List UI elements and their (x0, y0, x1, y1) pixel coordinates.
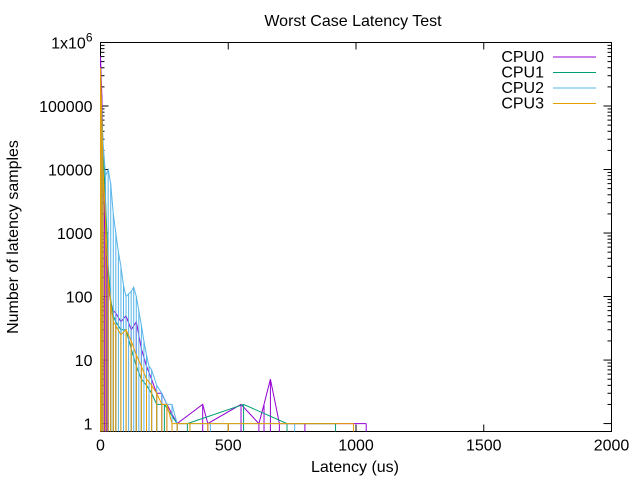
x-axis-label: Latency (us) (311, 459, 399, 476)
y-axis-label: Number of latency samples (5, 140, 22, 334)
y-tick-label: 1 (84, 417, 93, 434)
legend-label: CPU0 (501, 49, 544, 66)
series-line (100, 67, 354, 425)
y-tick-label: 100 (66, 290, 93, 307)
legend-label: CPU1 (501, 65, 544, 82)
legend-label: CPU3 (501, 96, 544, 113)
y-tick-label: 10000 (48, 163, 93, 180)
series-line (100, 71, 295, 425)
series-line (100, 56, 367, 425)
x-tick-label: 1500 (466, 438, 502, 455)
series-cpu1 (100, 86, 337, 432)
series-layer (100, 56, 367, 432)
axis-ticks: 0 500 1000 1500 2000 1 10 100 1000 10000 100000 1x1… (39, 31, 629, 455)
y-tick-label: 10 (75, 353, 93, 370)
x-tick-label: 0 (96, 438, 105, 455)
chart-title: Worst Case Latency Test (264, 13, 442, 30)
series-cpu2 (100, 71, 296, 432)
y-tick-label: 1x106 (51, 31, 93, 53)
y-tick-label: 1000 (57, 226, 93, 243)
series-line (100, 86, 336, 425)
x-tick-label: 500 (215, 438, 242, 455)
y-tick-label: 100000 (39, 99, 92, 116)
legend-label: CPU2 (501, 80, 544, 97)
series-cpu3 (100, 67, 354, 432)
x-tick-label: 2000 (594, 438, 630, 455)
x-tick-label: 1000 (338, 438, 374, 455)
